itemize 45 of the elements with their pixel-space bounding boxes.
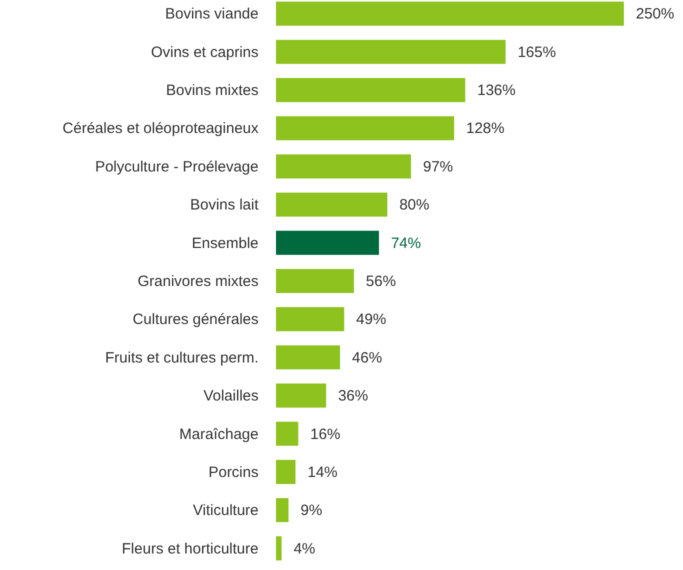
- bar: [276, 536, 282, 560]
- data-label: 36%: [338, 388, 368, 405]
- y-tick-label: Bovins mixtes: [166, 82, 258, 100]
- y-tick-label: Bovins lait: [190, 196, 260, 214]
- data-label: 14%: [307, 464, 338, 481]
- bar: [276, 2, 624, 26]
- data-label: 56%: [366, 273, 396, 290]
- bar: [276, 40, 506, 64]
- bar: [276, 460, 296, 484]
- bar: [276, 422, 298, 446]
- y-tick-label: Polyculture - Proélevage: [95, 158, 258, 176]
- data-label: 49%: [356, 311, 386, 328]
- y-tick-label: Granivores mixtes: [138, 273, 258, 290]
- data-label: 250%: [636, 6, 674, 23]
- bar: [276, 78, 466, 102]
- bar: [276, 192, 388, 217]
- y-tick-label: Céréales et oléoproteagineux: [62, 120, 259, 138]
- data-label: 136%: [477, 82, 516, 100]
- bar: [276, 498, 289, 522]
- bar: [276, 268, 354, 294]
- y-tick-label: Ovins et caprins: [150, 44, 258, 61]
- bar: [276, 154, 411, 178]
- y-tick-label: Bovins viande: [165, 6, 258, 23]
- bar: [276, 116, 454, 140]
- y-tick-label: Volailles: [203, 388, 258, 405]
- bar: [276, 345, 340, 370]
- bar: [276, 230, 379, 255]
- y-tick-label: Ensemble: [192, 234, 258, 252]
- data-label: 4%: [294, 540, 316, 558]
- y-tick-label: Porcins: [208, 464, 258, 481]
- data-label: 74%: [390, 234, 421, 252]
- data-label: 128%: [466, 120, 504, 138]
- y-tick-label: Fleurs et horticulture: [122, 540, 258, 558]
- data-label: 46%: [352, 349, 382, 366]
- data-label: 16%: [310, 426, 340, 443]
- y-tick-label: Fruits et cultures perm.: [105, 349, 258, 366]
- data-label: 80%: [399, 196, 430, 214]
- y-tick-label: Maraîchage: [179, 426, 258, 443]
- y-tick-label: Cultures générales: [132, 311, 258, 328]
- data-label: 9%: [300, 502, 322, 520]
- bar: [276, 384, 326, 408]
- bar: [276, 307, 344, 332]
- data-label: 165%: [518, 44, 556, 61]
- y-tick-label: Viticulture: [192, 502, 258, 520]
- data-label: 97%: [422, 158, 453, 176]
